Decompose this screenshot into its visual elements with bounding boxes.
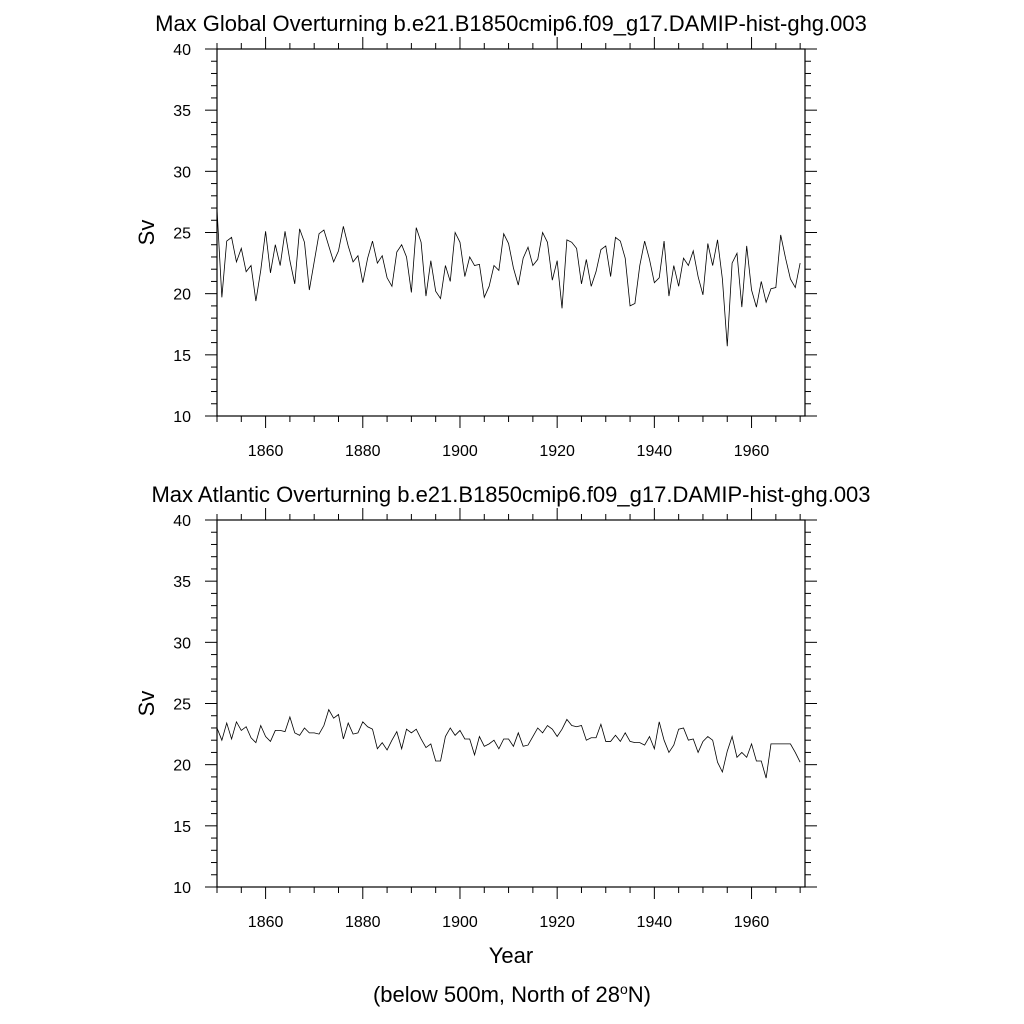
global-chart-title: Max Global Overturning b.e21.B1850cmip6.… <box>155 11 867 36</box>
atlantic-x-tick-label: 1960 <box>734 914 770 931</box>
global-y-tick-label: 30 <box>173 164 191 181</box>
global-x-tick-label: 1880 <box>345 443 381 460</box>
atlantic-y-tick-label: 35 <box>173 574 191 591</box>
global-y-tick-label: 35 <box>173 103 191 120</box>
atlantic-y-tick-label: 40 <box>173 513 191 530</box>
atlantic-x-tick-label: 1920 <box>539 914 575 931</box>
atlantic-y-tick-label: 25 <box>173 697 191 714</box>
footnote-superscript: o <box>620 981 628 997</box>
global-x-tick-label: 1900 <box>442 443 478 460</box>
footnote: (below 500m, North of 28oN) <box>373 981 651 1007</box>
global-y-tick-label: 20 <box>173 287 191 304</box>
atlantic-x-axis-label: Year <box>489 943 533 968</box>
footnote-main: (below 500m, North of 28 <box>373 982 620 1007</box>
global-y-tick-label: 40 <box>173 42 191 59</box>
atlantic-x-tick-label: 1880 <box>345 914 381 931</box>
atlantic-x-tick-label: 1940 <box>637 914 673 931</box>
atlantic-y-tick-label: 15 <box>173 819 191 836</box>
atlantic-y-tick-label: 10 <box>173 880 191 897</box>
global-y-tick-label: 15 <box>173 348 191 365</box>
atlantic-y-tick-label: 20 <box>173 758 191 775</box>
footnote-suffix: N) <box>628 982 651 1007</box>
global-plot-frame <box>216 48 806 417</box>
atlantic-chart-title: Max Atlantic Overturning b.e21.B1850cmip… <box>151 482 870 507</box>
global-y-tick-label: 10 <box>173 409 191 426</box>
global-x-tick-label: 1860 <box>248 443 284 460</box>
atlantic-y-axis-label: Sv <box>134 691 159 717</box>
atlantic-plot-frame <box>216 519 806 888</box>
atlantic-x-tick-label: 1860 <box>248 914 284 931</box>
global-series-line <box>216 209 801 347</box>
atlantic-x-tick-label: 1900 <box>442 914 478 931</box>
global-x-tick-label: 1940 <box>637 443 673 460</box>
atlantic-y-tick-label: 30 <box>173 635 191 652</box>
global-y-tick-label: 25 <box>173 226 191 243</box>
global-y-axis-label: Sv <box>134 220 159 246</box>
atlantic-series-line <box>216 708 801 779</box>
global-x-tick-label: 1920 <box>539 443 575 460</box>
global-x-tick-label: 1960 <box>734 443 770 460</box>
